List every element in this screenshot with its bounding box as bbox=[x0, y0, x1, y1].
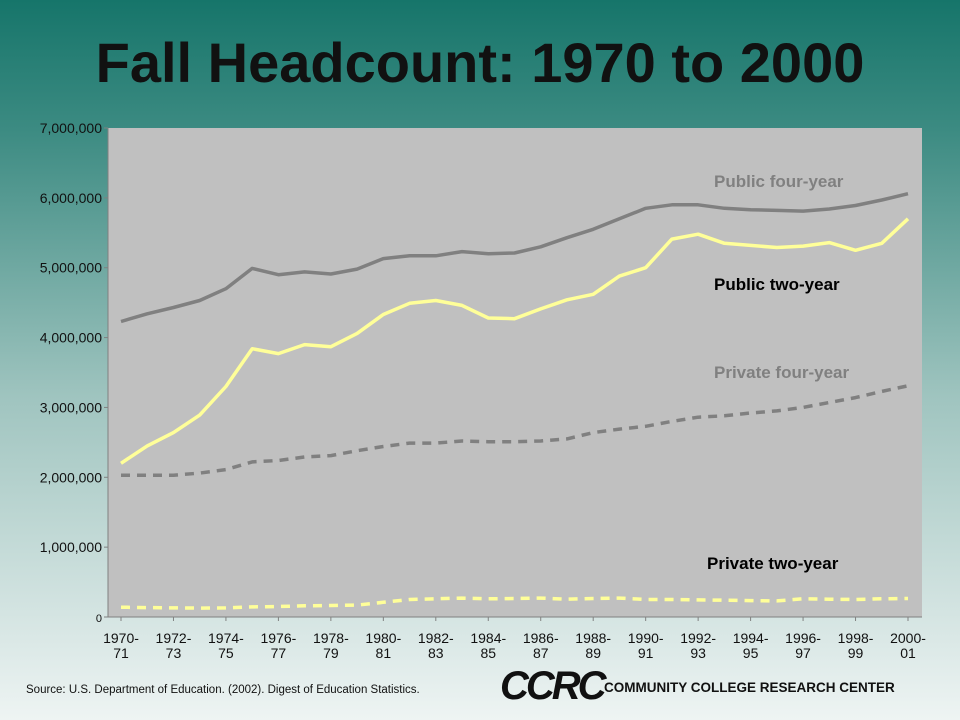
x-tick-label: 91 bbox=[638, 645, 654, 661]
x-tick-label: 1988- bbox=[575, 630, 611, 646]
series-line-private-two-year bbox=[120, 596, 909, 610]
series-labels: Public four-year Public two-year Private f… bbox=[707, 172, 849, 573]
y-tick-label: 7,000,000 bbox=[40, 120, 102, 136]
x-tick-label: 99 bbox=[848, 645, 864, 661]
y-tick-label: 5,000,000 bbox=[40, 260, 102, 276]
x-tick-label: 1990- bbox=[628, 630, 664, 646]
y-tick-label: 1,000,000 bbox=[40, 539, 102, 555]
series-layer bbox=[120, 191, 910, 610]
series-line-public-four-year bbox=[120, 191, 909, 324]
x-tick-label: 1992- bbox=[680, 630, 716, 646]
x-tick-label: 01 bbox=[900, 645, 916, 661]
x-tick-label: 1998- bbox=[838, 630, 874, 646]
x-tick-label: 1980- bbox=[365, 630, 401, 646]
x-tick-label: 1994- bbox=[733, 630, 769, 646]
x-tick-label: 1996- bbox=[785, 630, 821, 646]
logo-text: COMMUNITY COLLEGE RESEARCH CENTER bbox=[604, 680, 895, 695]
x-tick-label: 75 bbox=[218, 645, 234, 661]
source-note: Source: U.S. Department of Education. (2… bbox=[26, 684, 420, 696]
page-title: Fall Headcount: 1970 to 2000 bbox=[95, 31, 865, 94]
y-axis: 0 1,000,000 2,000,000 3,000,000 4,000,000 5,0… bbox=[40, 120, 109, 625]
x-tick-label: 79 bbox=[323, 645, 339, 661]
series-label: Private two-year bbox=[707, 554, 839, 573]
x-tick-label: 89 bbox=[585, 645, 601, 661]
x-tick-label: 85 bbox=[480, 645, 496, 661]
x-tick-label: 95 bbox=[743, 645, 759, 661]
x-tick-label: 1970- bbox=[103, 630, 139, 646]
series-label: Public two-year bbox=[714, 275, 840, 294]
x-tick-label: 1974- bbox=[208, 630, 244, 646]
y-tick-label: 6,000,000 bbox=[40, 190, 102, 206]
y-tick-label: 0 bbox=[96, 613, 102, 625]
ccrc-logo: CCRC COMMUNITY COLLEGE RESEARCH CENTER bbox=[500, 664, 920, 708]
y-tick-label: 3,000,000 bbox=[40, 399, 102, 415]
x-tick-label: 1972- bbox=[156, 630, 192, 646]
series-line-public-two-year bbox=[120, 217, 910, 465]
x-tick-label: 81 bbox=[376, 645, 392, 661]
x-tick-label: 97 bbox=[795, 645, 811, 661]
x-tick-label: 93 bbox=[690, 645, 706, 661]
x-tick-label: 83 bbox=[428, 645, 444, 661]
x-tick-label: 87 bbox=[533, 645, 549, 661]
x-tick-label: 77 bbox=[271, 645, 287, 661]
x-tick-label: 1982- bbox=[418, 630, 454, 646]
x-tick-label: 1986- bbox=[523, 630, 559, 646]
x-axis: 1970-71 1972-73 1974-75 1976-77 1978-79 1980-… bbox=[103, 616, 926, 661]
logo-mark: CCRC bbox=[500, 664, 607, 708]
series-line-private-four-year bbox=[121, 384, 909, 477]
x-tick-label: 1984- bbox=[470, 630, 506, 646]
x-tick-label: 1978- bbox=[313, 630, 349, 646]
y-tick-label: 4,000,000 bbox=[40, 330, 102, 346]
x-tick-label: 1976- bbox=[260, 630, 296, 646]
x-tick-label: 73 bbox=[166, 645, 182, 661]
series-label: Private four-year bbox=[714, 363, 849, 382]
x-tick-label: 71 bbox=[113, 645, 129, 661]
x-tick-label: 2000- bbox=[890, 630, 926, 646]
series-label: Public four-year bbox=[714, 172, 844, 191]
y-tick-label: 2,000,000 bbox=[40, 469, 102, 485]
